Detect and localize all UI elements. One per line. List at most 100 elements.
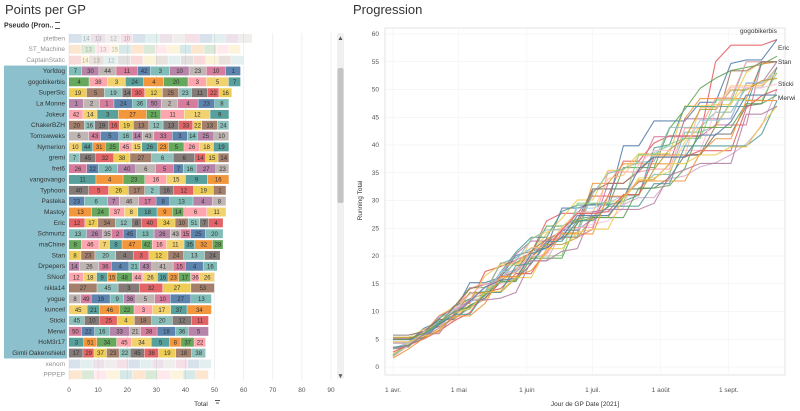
bar-segment-label: 26 (86, 264, 93, 270)
bar-segment (199, 359, 212, 369)
sort-icon[interactable] (55, 22, 61, 29)
bar-segment (187, 131, 198, 141)
bar-segment (207, 207, 226, 217)
bar-segment-label: 16 (99, 330, 106, 336)
bar-segment (225, 34, 239, 43)
scroll-down-icon[interactable]: ▼ (337, 373, 343, 380)
bar-segment (122, 88, 132, 98)
bar-segment-label: 16 (111, 123, 118, 129)
bar-row-label: HoM3r17 (38, 339, 65, 346)
bar-segment (95, 251, 116, 260)
bar-segment (204, 251, 220, 260)
scroll-up-icon[interactable]: ▲ (337, 35, 343, 42)
bar-segment (191, 316, 209, 325)
bar-segment (109, 207, 125, 217)
bar-row-label: fret6 (52, 166, 65, 173)
bar-segment-label: 20 (73, 123, 80, 129)
bar-segment (172, 131, 188, 141)
bar-segment (116, 359, 129, 369)
bar-segment (113, 153, 130, 163)
bar-segment-label: 15 (134, 145, 141, 151)
bar-segment (69, 99, 83, 108)
bar-segment (69, 109, 83, 119)
bar-segment (69, 294, 81, 304)
bar-segment-label: 10 (72, 145, 79, 151)
bar-segment (97, 337, 117, 347)
bar-segment-label: 26 (147, 275, 154, 281)
bar-segment-label: 26 (159, 232, 166, 238)
bar-segment (179, 44, 192, 54)
bar-segment (106, 34, 121, 43)
bar-segment-label: 24 (120, 102, 127, 108)
bar-segment-label: 37 (176, 308, 183, 314)
bar-segment-label: 36 (179, 330, 186, 336)
bar-segment-label: 9 (218, 113, 222, 119)
bar-segment (214, 131, 229, 141)
line-ytick-label: 30 (372, 198, 380, 205)
bar-segment (144, 88, 163, 98)
bar-segment (170, 305, 187, 315)
bar-segment-label: 13 (198, 297, 205, 303)
bar-segment-label: 5 (216, 80, 220, 86)
bar-segment (132, 142, 142, 152)
bar-segment-label: 45 (127, 232, 134, 238)
bar-segment-label: 13 (95, 37, 102, 43)
bar-segment-label: 13 (206, 123, 213, 129)
bar-segment-label: 27 (174, 286, 181, 292)
bar-segment (163, 77, 188, 87)
bar-segment (185, 175, 208, 184)
bar-segment-label: 11 (197, 91, 204, 97)
bar-segment (192, 120, 202, 130)
bar-segment (183, 164, 197, 174)
bar-segment-label: 14 (197, 156, 204, 162)
bar-xtick-label: 30 (153, 387, 161, 394)
bar-row-label: xenom (45, 361, 65, 368)
bar-segment (118, 283, 140, 293)
bar-segment (166, 175, 186, 184)
bar-segment (193, 185, 214, 195)
bar-segment-label: 4 (193, 264, 197, 270)
bar-segment (119, 131, 132, 141)
bar-segment (89, 131, 101, 141)
bar-segment-label: 7 (203, 221, 207, 227)
bar-segment (98, 164, 118, 174)
bar-segment-label: 12 (108, 58, 115, 64)
bar-row-label: vangovango (30, 176, 66, 183)
bar-segment (205, 153, 218, 163)
bar-segment-label: 14 (82, 58, 89, 64)
bar-segment (123, 175, 145, 184)
bar-segment-label: 38 (146, 330, 153, 336)
bar-segment (125, 77, 144, 87)
bar-segment (120, 34, 133, 43)
bar-segment (156, 196, 170, 206)
bar-segment (116, 272, 133, 282)
bar-segment (166, 240, 184, 249)
bar-segment (212, 34, 226, 43)
bar-segment-label: 16 (207, 264, 214, 270)
bar-segment (99, 305, 120, 315)
pseudo-column-header[interactable]: Pseudo (Pron.. (4, 22, 61, 29)
line-xtick-label: 1 juil. (585, 387, 600, 394)
bar-segment-label: 20 (173, 80, 180, 86)
bar-segment (118, 164, 136, 174)
bar-segment (88, 185, 109, 195)
bar-segment (212, 240, 223, 249)
bar-segment (84, 196, 108, 206)
bar-segment (138, 196, 156, 206)
bar-segment (128, 359, 140, 369)
scrollbar-thumb[interactable] (337, 68, 344, 203)
bar-segment-label: 15 (111, 47, 118, 53)
bar-segment (183, 251, 205, 260)
bar-segment (185, 261, 203, 271)
line-ytick-label: 25 (372, 225, 380, 232)
series-end-label: Stan (778, 59, 792, 66)
bar-segment-label: 32 (148, 286, 155, 292)
series-end-label: Merwi (778, 95, 795, 102)
bar-segment-label: 10 (123, 37, 130, 43)
bar-segment-label: 13 (142, 232, 149, 238)
bar-segment (131, 337, 152, 347)
bar-segment-label: 45 (121, 340, 128, 346)
bar-segment-label: 4 (214, 221, 218, 227)
bar-segment (173, 164, 183, 174)
